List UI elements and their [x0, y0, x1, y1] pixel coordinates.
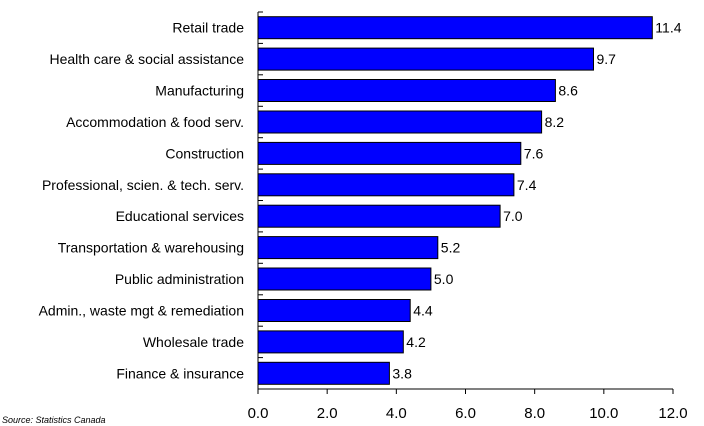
data-label: 9.7: [597, 51, 617, 67]
x-tick-label: 8.0: [524, 405, 545, 422]
data-label: 7.0: [503, 208, 523, 224]
category-label: Accommodation & food serv.: [66, 114, 244, 130]
category-label: Transportation & warehousing: [58, 240, 244, 256]
category-label: Wholesale trade: [143, 334, 244, 350]
bar: [257, 110, 543, 134]
bars: [257, 16, 653, 385]
x-tick-label: 6.0: [455, 405, 476, 422]
x-tick-label: 0.0: [248, 405, 269, 422]
data-label: 8.6: [558, 83, 578, 99]
x-tick-label: 2.0: [317, 405, 338, 422]
axes: [257, 11, 674, 394]
data-label: 3.8: [392, 365, 412, 381]
bar: [257, 47, 594, 71]
category-label: Public administration: [115, 271, 244, 287]
bar: [257, 173, 515, 197]
category-label: Finance & insurance: [116, 365, 244, 381]
data-label: 4.2: [406, 334, 426, 350]
category-label: Retail trade: [172, 20, 244, 36]
data-label: 8.2: [545, 114, 565, 130]
category-label: Construction: [165, 145, 244, 161]
bar: [257, 361, 390, 385]
bar: [257, 16, 653, 40]
category-label: Educational services: [116, 208, 244, 224]
x-tick-label: 12.0: [658, 405, 687, 422]
data-label: 7.4: [517, 177, 537, 193]
category-label: Professional, scien. & tech. serv.: [42, 177, 244, 193]
bar: [257, 267, 432, 291]
data-label: 7.6: [524, 145, 544, 161]
category-label: Manufacturing: [155, 83, 244, 99]
bar: [257, 299, 411, 322]
labels: Retail trade 11.4 Health care & social ass…: [39, 20, 688, 422]
bar: [257, 204, 501, 228]
category-label: Health care & social assistance: [49, 51, 244, 67]
bar: [257, 236, 439, 260]
data-label: 4.4: [413, 303, 433, 319]
x-tick-label: 10.0: [589, 405, 618, 422]
bar: [257, 330, 404, 354]
x-tick-label: 4.0: [386, 405, 407, 422]
data-label: 5.2: [441, 240, 461, 256]
bar: [257, 141, 522, 165]
category-label: Admin., waste mgt & remediation: [39, 303, 244, 319]
source-note: Source: Statistics Canada: [2, 415, 106, 425]
bar: [257, 79, 556, 102]
data-label: 11.4: [655, 20, 681, 36]
data-label: 5.0: [434, 271, 454, 287]
